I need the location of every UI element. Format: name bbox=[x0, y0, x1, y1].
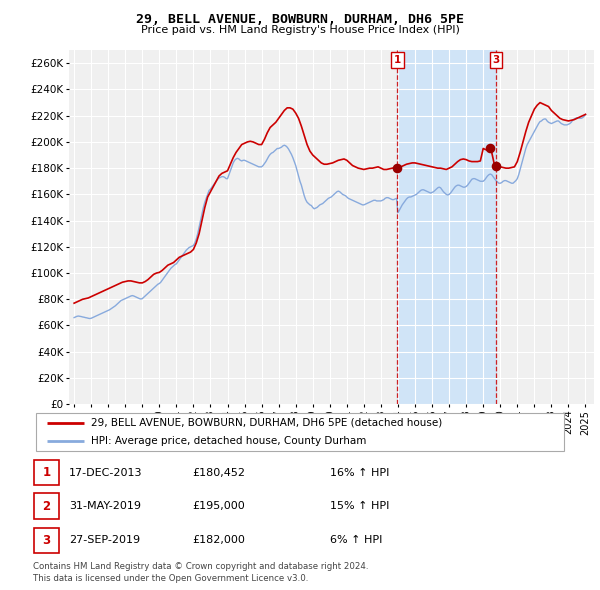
Text: HPI: Average price, detached house, County Durham: HPI: Average price, detached house, Coun… bbox=[91, 437, 367, 447]
Text: £182,000: £182,000 bbox=[192, 536, 245, 545]
Bar bbox=[397, 50, 496, 404]
Text: 27-SEP-2019: 27-SEP-2019 bbox=[69, 536, 140, 545]
Text: 6% ↑ HPI: 6% ↑ HPI bbox=[330, 536, 382, 545]
Text: 3: 3 bbox=[43, 534, 50, 547]
Text: 3: 3 bbox=[492, 55, 499, 65]
FancyBboxPatch shape bbox=[34, 493, 59, 519]
Text: £180,452: £180,452 bbox=[192, 468, 245, 477]
Text: 15% ↑ HPI: 15% ↑ HPI bbox=[330, 502, 389, 511]
Point bbox=[392, 163, 402, 172]
Text: 2: 2 bbox=[43, 500, 50, 513]
Text: 17-DEC-2013: 17-DEC-2013 bbox=[69, 468, 143, 477]
Point bbox=[485, 144, 495, 153]
Text: £195,000: £195,000 bbox=[192, 502, 245, 511]
FancyBboxPatch shape bbox=[34, 527, 59, 553]
Text: 1: 1 bbox=[394, 55, 401, 65]
Text: 31-MAY-2019: 31-MAY-2019 bbox=[69, 502, 141, 511]
FancyBboxPatch shape bbox=[34, 460, 59, 486]
Text: Price paid vs. HM Land Registry's House Price Index (HPI): Price paid vs. HM Land Registry's House … bbox=[140, 25, 460, 35]
Text: 16% ↑ HPI: 16% ↑ HPI bbox=[330, 468, 389, 477]
Text: Contains HM Land Registry data © Crown copyright and database right 2024.
This d: Contains HM Land Registry data © Crown c… bbox=[33, 562, 368, 583]
Text: 29, BELL AVENUE, BOWBURN, DURHAM, DH6 5PE: 29, BELL AVENUE, BOWBURN, DURHAM, DH6 5P… bbox=[136, 13, 464, 26]
Text: 29, BELL AVENUE, BOWBURN, DURHAM, DH6 5PE (detached house): 29, BELL AVENUE, BOWBURN, DURHAM, DH6 5P… bbox=[91, 418, 443, 428]
Point bbox=[491, 161, 500, 171]
Text: 1: 1 bbox=[43, 466, 50, 479]
FancyBboxPatch shape bbox=[36, 413, 564, 451]
